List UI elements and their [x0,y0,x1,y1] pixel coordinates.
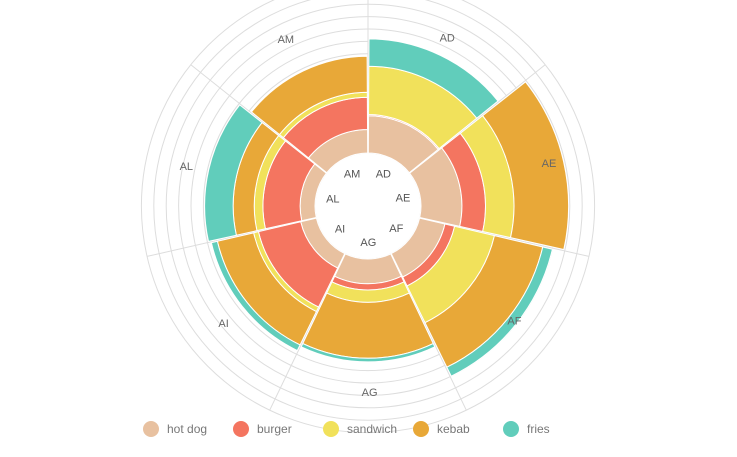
outer-category-label: AG [362,387,378,399]
legend-label: fries [527,422,550,436]
bar-AM-kebab[interactable] [250,55,368,136]
bar-AG-kebab[interactable] [302,292,434,359]
outer-category-label: AF [507,316,521,328]
inner-category-label: AD [376,168,391,180]
legend-item[interactable]: burger [233,418,292,440]
ring-gridline [153,0,583,421]
bar-AL-fries[interactable] [204,104,263,242]
legend-label: burger [257,422,292,436]
bar-AG-fries[interactable] [300,342,436,363]
legend-swatch [413,421,429,437]
inner-category-label: AI [335,224,345,236]
legend-swatch [233,421,249,437]
legend-swatch [503,421,519,437]
legend-item[interactable]: hot dog [143,418,207,440]
inner-category-label: AG [360,237,376,249]
outer-category-label: AD [440,33,455,45]
chart-legend: hot dog burger sandwich kebab fries [0,418,737,442]
bar-AF-fries[interactable] [446,246,553,377]
legend-item[interactable]: fries [503,418,550,440]
legend-label: sandwich [347,422,398,436]
chart-bars [204,38,570,377]
bar-AI-fries[interactable] [210,240,301,352]
outer-category-label: AL [180,161,193,173]
legend-item[interactable]: sandwich [323,418,397,440]
outer-category-label: AE [542,158,557,170]
bar-AE-kebab[interactable] [481,81,570,251]
inner-category-label: AL [326,193,339,205]
outer-category-label: AM [278,34,295,46]
legend-item[interactable]: kebab [413,418,470,440]
legend-swatch [143,421,159,437]
chart-labels: AD AD AE AE AF AF AG AG AI AI AL AL AM AM [180,33,557,399]
bar-AD-fries[interactable] [368,38,499,119]
bar-AG-hot-dog[interactable] [333,253,403,285]
inner-category-label: AE [396,193,411,205]
outer-category-label: AI [218,318,228,330]
inner-category-label: AM [344,169,361,181]
inner-category-label: AF [389,223,403,235]
legend-swatch [323,421,339,437]
legend-label: hot dog [167,422,208,436]
ring-gridline [140,0,596,434]
legend-label: kebab [437,422,470,436]
